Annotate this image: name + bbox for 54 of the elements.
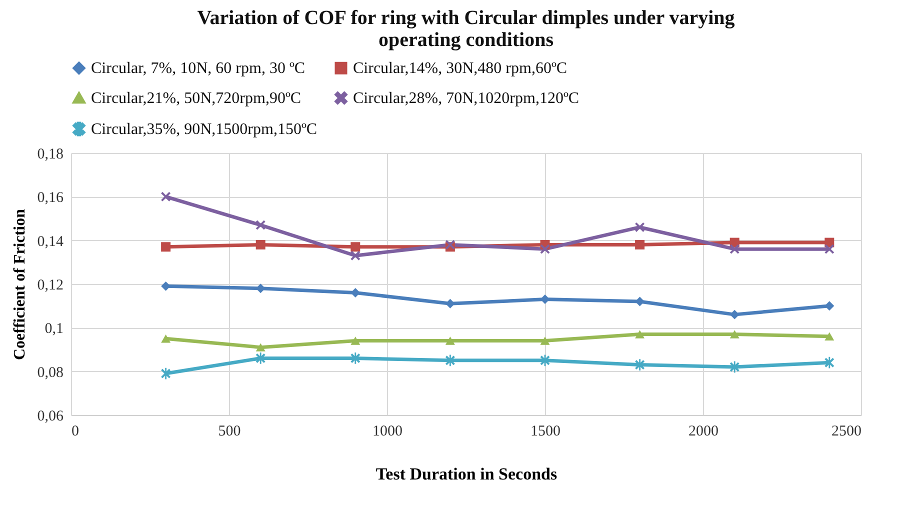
- y-tick-label: 0,1: [44, 321, 64, 338]
- point: [161, 192, 171, 202]
- legend-label: Circular,14%, 30N,480 rpm,60ºC: [353, 60, 568, 78]
- legend-label: Circular,28%, 70N,1020rpm,120ºC: [353, 90, 580, 107]
- point: [445, 354, 455, 366]
- legend-label: Circular, 7%, 10N, 60 rpm, 30 ºC: [91, 60, 306, 78]
- point: [730, 244, 740, 254]
- legend-label: Circular,21%, 50N,720rpm,90ºC: [91, 90, 302, 107]
- point: [540, 336, 550, 345]
- legend-label: Circular,35%, 90N,1500rpm,150ºC: [91, 121, 318, 138]
- x-tick-label: 2500: [832, 424, 862, 440]
- point: [635, 359, 645, 370]
- y-tick-label: 0,16: [37, 190, 64, 206]
- y-tick-label: 0,14: [37, 234, 64, 250]
- point: [635, 296, 645, 306]
- point: [635, 222, 645, 232]
- x-axis-title: Test Duration in Seconds: [376, 464, 558, 484]
- point: [824, 301, 834, 311]
- y-axis-title: Coefficient of Friction: [11, 208, 28, 360]
- point: [540, 294, 550, 304]
- point: [635, 330, 645, 338]
- y-tick-label: 0,06: [37, 408, 64, 424]
- point: [350, 336, 360, 345]
- x-tick-label: 500: [218, 424, 241, 440]
- point: [824, 356, 834, 368]
- point: [540, 244, 550, 254]
- x-tick-label: 1500: [530, 424, 560, 440]
- point: [350, 288, 360, 298]
- point: [161, 334, 171, 343]
- point: [350, 352, 360, 364]
- point: [256, 220, 266, 230]
- x-tick-label: 2000: [688, 424, 718, 440]
- x-tick-label: 1000: [372, 424, 402, 440]
- point: [256, 343, 266, 352]
- point: [635, 240, 645, 250]
- x-tick-label: 0: [72, 424, 79, 440]
- point: [445, 240, 455, 250]
- y-tick-label: 0,18: [37, 146, 64, 162]
- y-tick-label: 0,12: [37, 278, 64, 294]
- point: [730, 310, 740, 320]
- point: [161, 368, 171, 380]
- y-tick-label: 0,08: [37, 364, 64, 381]
- chart-title: Variation of COF for ring with Circular dimples under varying operating conditions: [197, 7, 735, 51]
- point: [445, 336, 455, 345]
- point: [256, 240, 266, 250]
- point: [350, 250, 360, 260]
- point: [256, 352, 266, 364]
- point: [730, 361, 740, 373]
- point: [824, 332, 834, 341]
- point: [445, 298, 455, 308]
- point: [161, 242, 171, 252]
- point: [730, 330, 740, 338]
- point: [824, 244, 834, 254]
- point: [350, 242, 360, 252]
